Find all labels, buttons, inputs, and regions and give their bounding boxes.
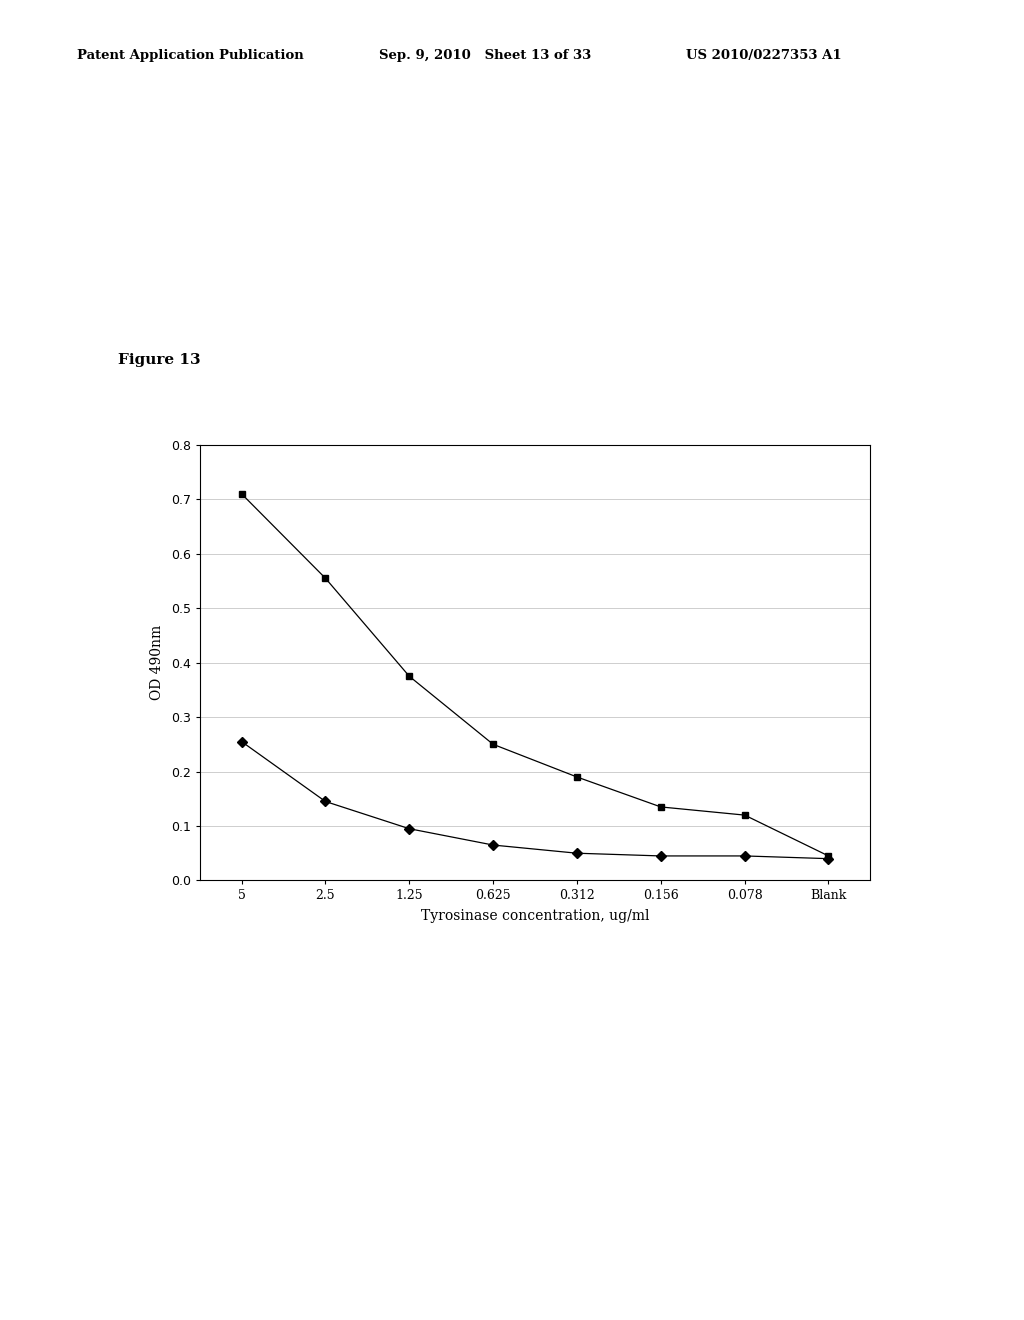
Text: US 2010/0227353 A1: US 2010/0227353 A1 — [686, 49, 842, 62]
Text: Sep. 9, 2010   Sheet 13 of 33: Sep. 9, 2010 Sheet 13 of 33 — [379, 49, 591, 62]
X-axis label: Tyrosinase concentration, ug/ml: Tyrosinase concentration, ug/ml — [421, 909, 649, 924]
Text: Figure 13: Figure 13 — [118, 354, 201, 367]
Text: Patent Application Publication: Patent Application Publication — [77, 49, 303, 62]
Y-axis label: OD 490nm: OD 490nm — [150, 624, 164, 701]
